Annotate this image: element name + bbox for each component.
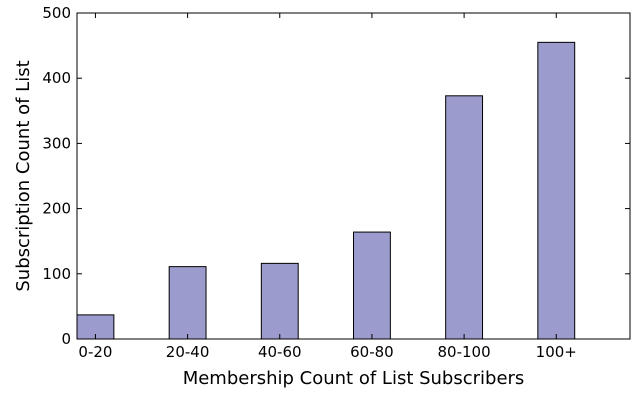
y-tick-label: 100 — [42, 265, 71, 283]
x-tick-label: 100+ — [536, 343, 577, 361]
bar-100+ — [537, 41, 576, 340]
x-axis-label: Membership Count of List Subscribers — [183, 368, 525, 389]
x-tick-label: 80-100 — [438, 343, 491, 361]
y-tick-label: 400 — [42, 69, 71, 87]
y-tick-label: 200 — [42, 200, 71, 218]
bar-80-100 — [445, 95, 484, 340]
bars-group — [76, 41, 576, 340]
x-tick-label: 20-40 — [166, 343, 210, 361]
x-axis-ticks: 0-20 20-40 40-60 60-80 80-100 100+ — [78, 13, 577, 361]
plot-frame — [76, 12, 631, 340]
x-tick-label: 0-20 — [78, 343, 112, 361]
bar-60-80 — [353, 231, 391, 340]
y-axis-label: Subscription Count of List — [13, 60, 34, 291]
bar-20-40 — [168, 266, 207, 340]
y-tick-label: 300 — [42, 134, 71, 152]
x-tick-label: 60-80 — [350, 343, 394, 361]
y-tick-label: 0 — [61, 330, 71, 348]
x-tick-label: 40-60 — [258, 343, 302, 361]
y-tick-label: 500 — [42, 4, 71, 22]
bar-40-60 — [260, 262, 299, 340]
